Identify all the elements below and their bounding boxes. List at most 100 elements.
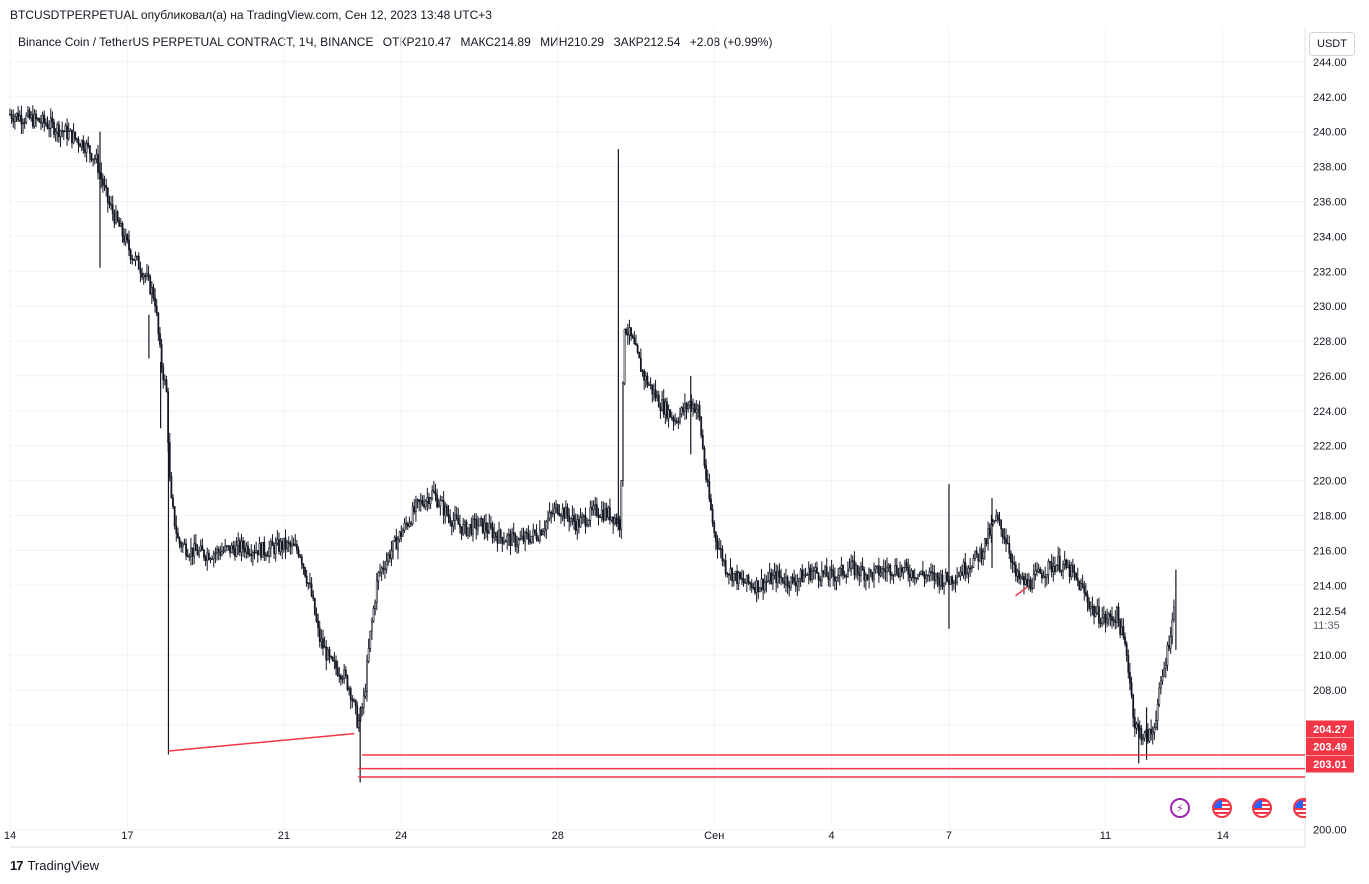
candle-body: [506, 535, 509, 542]
candle-body: [695, 409, 698, 413]
us-flag-icon[interactable]: [1293, 798, 1306, 818]
y-tick-label: 234.00: [1313, 231, 1347, 243]
candle-body: [240, 540, 243, 553]
symbol-legend: Binance Coin / TetherUS PERPETUAL CONTRA…: [18, 35, 778, 49]
currency-button[interactable]: USDT: [1309, 32, 1355, 56]
candle-body: [1094, 612, 1097, 617]
candle-body: [419, 500, 422, 503]
candle-body: [807, 567, 810, 575]
candle-body: [886, 567, 888, 573]
candle-body: [93, 158, 96, 160]
candle-body: [930, 571, 932, 573]
flash-icon[interactable]: ⚡: [1170, 798, 1190, 818]
candle-body: [300, 556, 303, 565]
candle-body: [669, 409, 672, 418]
candle-body: [838, 568, 841, 577]
candle-body: [918, 573, 921, 576]
x-tick-label: 14: [1217, 830, 1229, 842]
candle-body: [273, 545, 275, 554]
candle-body: [1037, 568, 1040, 572]
candle-body: [64, 125, 67, 133]
candle-body: [507, 533, 510, 537]
candle-body: [281, 541, 284, 550]
candle-body: [180, 542, 183, 548]
candle-body: [103, 185, 106, 187]
candle-body: [822, 570, 825, 574]
candle-body: [773, 571, 776, 576]
x-tick-label: 21: [278, 830, 290, 842]
candle-body: [121, 223, 124, 237]
candle-body: [1089, 606, 1092, 609]
candle-body: [54, 131, 57, 135]
candle-body: [648, 384, 650, 386]
candle-body: [501, 537, 504, 544]
candle-body: [279, 541, 282, 552]
candle-body: [529, 539, 531, 543]
candle-body: [439, 500, 442, 506]
candle-body: [1091, 606, 1094, 608]
candle-body: [701, 435, 704, 449]
candle-body: [809, 567, 812, 580]
candle-body: [40, 121, 42, 124]
candle-body: [38, 118, 41, 123]
candle-body: [1001, 528, 1004, 538]
candle-body: [274, 542, 277, 554]
candle-body: [511, 532, 513, 547]
candle-body: [639, 357, 642, 372]
candle-body: [307, 582, 310, 585]
candle-body: [680, 407, 683, 415]
candle-body: [561, 508, 564, 517]
candle-body: [152, 287, 155, 299]
candle-body: [654, 389, 657, 399]
tradingview-logo[interactable]: 17 TradingView: [10, 858, 99, 873]
us-flag-icon[interactable]: [1252, 798, 1272, 818]
candle-body: [571, 515, 574, 519]
symbol-title[interactable]: Binance Coin / TetherUS PERPETUAL CONTRA…: [18, 35, 374, 49]
candle-body: [1052, 566, 1055, 573]
candle-body: [765, 581, 768, 583]
candle-body: [626, 333, 629, 336]
candle-body: [1000, 520, 1003, 530]
candle-body: [1158, 687, 1161, 705]
candle-body: [380, 567, 383, 573]
candle-body: [221, 551, 223, 556]
candle-body: [905, 562, 908, 568]
candle-body: [819, 579, 822, 582]
candle-body: [703, 447, 706, 466]
candle-body: [604, 508, 606, 521]
candle-body: [520, 535, 523, 539]
candle-body: [333, 660, 336, 662]
candle-body: [31, 114, 34, 127]
candle-body: [1155, 720, 1157, 729]
candle-body: [842, 565, 844, 576]
candle-body: [1081, 583, 1084, 587]
candle-body: [881, 568, 884, 574]
candle-body: [820, 570, 823, 582]
candle-body: [530, 535, 533, 543]
candle-body: [739, 572, 742, 579]
candle-body: [431, 490, 434, 499]
candle-body: [247, 545, 249, 555]
candle-body: [1159, 680, 1162, 689]
candle-body: [261, 541, 264, 558]
candle-body: [1104, 614, 1107, 624]
candle-body: [589, 507, 592, 521]
candle-body: [754, 587, 756, 593]
candle-body: [1146, 729, 1149, 742]
candle-body: [150, 287, 153, 295]
level-label-bg: [1306, 720, 1354, 738]
y-tick-label: 220.00: [1313, 476, 1347, 488]
candle-body: [724, 560, 727, 574]
candle-body: [630, 327, 632, 337]
us-flag-icon[interactable]: [1212, 798, 1232, 818]
candle-body: [351, 698, 354, 702]
candle-body: [789, 576, 792, 589]
candle-body: [1111, 616, 1113, 622]
level-label-bg: [1306, 755, 1354, 773]
candle-body: [711, 509, 714, 524]
candle-body: [785, 576, 787, 585]
candle-body: [574, 521, 577, 531]
candle-body: [698, 405, 701, 418]
candle-body: [1122, 626, 1125, 638]
